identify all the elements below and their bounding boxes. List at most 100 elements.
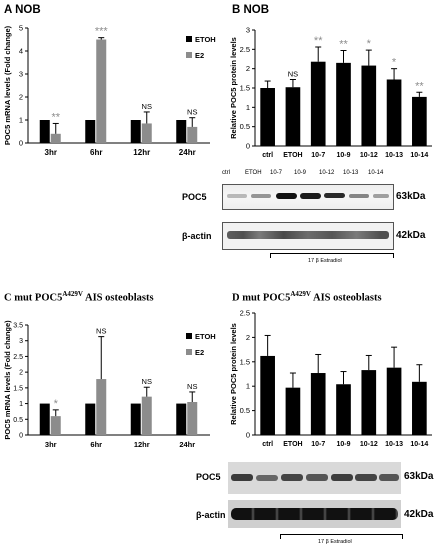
blot-top-treatment-bracket xyxy=(270,253,394,258)
chart-a-annotation: NS xyxy=(142,102,152,111)
chart-d-bar xyxy=(361,370,377,435)
chart-a-bar-etoh xyxy=(176,120,187,143)
chart-c-bar-etoh xyxy=(39,403,50,435)
chart-c-x-tick-label: 12hr xyxy=(134,440,150,449)
chart-d-bar xyxy=(336,384,351,435)
blot-top-treatment-label: 17 β Estradiol xyxy=(308,258,342,264)
blot-top-actin-membrane xyxy=(222,222,394,250)
blot-bottom-poc5-kda: 63kDa xyxy=(404,471,434,482)
chart-d-y-tick-label: 0 xyxy=(246,431,250,440)
panel-d-title-prefix: D mut POC5 xyxy=(232,292,291,304)
chart-a-x-tick-label: 12hr xyxy=(133,148,150,157)
chart-b-bar xyxy=(285,87,301,146)
chart-c-y-tick-label: 3 xyxy=(19,338,23,345)
chart-b-annotation: * xyxy=(392,57,397,69)
band xyxy=(276,193,297,199)
chart-a-legend-label: ETOH xyxy=(195,35,216,44)
chart-b-x-tick-label: 10-14 xyxy=(410,152,428,159)
chart-b-y-tick-label: 2 xyxy=(246,64,250,73)
blot-top-poc5-kda: 63kDa xyxy=(396,191,426,202)
lane-label: 10-14 xyxy=(368,170,384,176)
blot-bottom-treatment-label: 17 β Estradiol xyxy=(318,539,352,545)
lane-label: 10-13 xyxy=(343,170,359,176)
lane-label: 10-7 xyxy=(270,170,283,176)
chart-c-y-label: POC5 mRNA levels (Fold change) xyxy=(3,320,12,440)
chart-a-x-tick-label: 3hr xyxy=(45,148,57,157)
blot-top-poc5-label: POC5 xyxy=(182,192,207,202)
chart-b-annotation: ** xyxy=(314,35,323,47)
band xyxy=(251,194,271,198)
chart-c-y-tick-label: 3.5 xyxy=(13,323,23,330)
chart-b-x-tick-label: 10-9 xyxy=(336,152,350,159)
chart-b-annotation: ** xyxy=(415,80,424,92)
chart-b-bar xyxy=(361,65,377,146)
chart-c-bar-e2 xyxy=(96,379,107,435)
band xyxy=(231,474,253,481)
chart-a-x-tick-label: 24hr xyxy=(179,148,196,157)
blot-bottom-poc5-label: POC5 xyxy=(196,472,221,482)
chart-a-legend-swatch xyxy=(186,36,192,42)
chart-b-x-tick-label: ctrl xyxy=(262,152,273,159)
chart-d-bar xyxy=(412,381,427,435)
chart-c-y-tick-label: 1.5 xyxy=(13,385,23,392)
blot-top-actin-kda: 42kDa xyxy=(396,230,426,241)
chart-d-bar xyxy=(310,373,326,435)
chart-a-bar-etoh xyxy=(85,120,96,143)
blot-bottom-treatment-bracket xyxy=(280,534,403,539)
band xyxy=(379,474,399,481)
chart-d-x-tick-label: 10-9 xyxy=(336,441,350,448)
chart-d-y-tick-label: 0.5 xyxy=(240,406,250,415)
band xyxy=(331,474,353,481)
chart-a-legend-swatch xyxy=(186,52,192,58)
chart-c-y-tick-label: 2.5 xyxy=(13,354,23,361)
chart-c-annotation: * xyxy=(54,398,59,410)
chart-d-x-tick-label: 10-7 xyxy=(311,441,325,448)
chart-c-legend-label: E2 xyxy=(195,348,204,357)
chart-b-bar xyxy=(260,88,275,146)
chart-b-y-tick-label: 3 xyxy=(246,26,250,35)
blot-top-actin-label: β-actin xyxy=(182,231,212,241)
panel-c-title-suffix: AIS osteoblasts xyxy=(82,292,154,304)
chart-a-y-label: POC5 mRNA levels (Fold change) xyxy=(3,25,12,145)
chart-c-annotation: NS xyxy=(96,327,106,336)
lane-label: 10-12 xyxy=(319,170,335,176)
chart-a-annotation: NS xyxy=(187,108,197,117)
chart-a-bar-e2 xyxy=(141,123,152,143)
chart-a-bar-e2 xyxy=(50,133,61,143)
chart-d-x-tick-label: ETOH xyxy=(283,441,302,448)
chart-d-bar xyxy=(285,387,301,435)
chart-c-y-tick-label: 1 xyxy=(19,401,23,408)
chart-b-x-tick-label: 10-13 xyxy=(385,152,403,159)
chart-c-legend-swatch xyxy=(186,349,192,355)
chart-d-x-tick-label: 10-12 xyxy=(360,441,378,448)
chart-c-bar-e2 xyxy=(50,416,61,435)
panel-c-title-sup: A429V xyxy=(62,290,83,298)
chart-a-y-tick-label: 1 xyxy=(19,116,23,125)
chart-c-x-tick-label: 3hr xyxy=(45,440,57,449)
chart-b-x-tick-label: ETOH xyxy=(283,152,302,159)
chart-a-y-tick-label: 5 xyxy=(19,24,23,33)
chart-a-y-tick-label: 2 xyxy=(19,93,23,102)
chart-b-y-tick-label: 2.5 xyxy=(240,45,250,54)
band xyxy=(227,231,389,239)
chart-b-x-tick-label: 10-12 xyxy=(360,152,378,159)
chart-b-annotation: ** xyxy=(339,38,348,50)
chart-d-bar xyxy=(260,355,275,435)
chart-d-x-tick-label: ctrl xyxy=(262,441,273,448)
panel-d-title-suffix: AIS osteoblasts xyxy=(310,292,382,304)
panel-b-title: B NOB xyxy=(232,4,270,16)
band xyxy=(373,194,389,198)
blot-top-lane-labels: ctrl ETOH 10-7 10-9 10-12 10-13 10-14 xyxy=(222,170,441,182)
blot-bottom-actin-label: β-actin xyxy=(196,510,226,520)
chart-d-y-tick-label: 2 xyxy=(246,333,250,342)
chart-b-bar xyxy=(386,79,402,146)
chart-c-legend-swatch xyxy=(186,333,192,339)
blot-top-poc5-membrane xyxy=(222,184,394,210)
chart-d-y-tick-label: 2.5 xyxy=(240,309,250,318)
band xyxy=(227,194,247,198)
chart-c-bar-etoh xyxy=(176,403,187,435)
chart-c-x-tick-label: 6hr xyxy=(90,440,102,449)
chart-c-annotation: NS xyxy=(142,377,152,386)
chart-c-annotation: NS xyxy=(187,382,197,391)
chart-c-x-tick-label: 24hr xyxy=(179,440,195,449)
